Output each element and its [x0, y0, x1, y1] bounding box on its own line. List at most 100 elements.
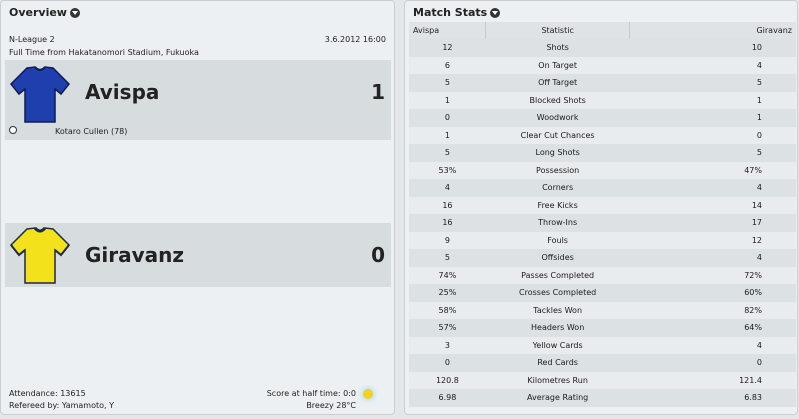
stat-away-value: 4 — [629, 179, 796, 197]
stat-name: Kilometres Run — [485, 371, 630, 389]
stat-name: Crosses Completed — [485, 284, 630, 302]
match-date: 3.6.2012 16:00 — [324, 35, 386, 44]
stat-away-value: 72% — [629, 266, 796, 284]
ball-icon — [9, 126, 17, 134]
stat-name: Off Target — [485, 74, 630, 92]
table-row: 1 Clear Cut Chances 0 — [409, 126, 796, 144]
stat-name: Throw-Ins — [485, 214, 630, 232]
table-row: 16 Free Kicks 14 — [409, 196, 796, 214]
stat-name: Average Rating — [485, 389, 630, 407]
table-row: 12 Shots 10 — [409, 39, 796, 57]
competition-label: N-League 2 — [9, 35, 55, 44]
stat-home-value: 16 — [409, 214, 486, 232]
stat-away-value: 4 — [629, 336, 796, 354]
stat-away-value: 6.83 — [629, 389, 796, 407]
stat-away-value: 17 — [629, 214, 796, 232]
stat-home-value: 25% — [409, 284, 486, 302]
stat-home-value: 6 — [409, 56, 486, 74]
column-header-statistic[interactable]: Statistic — [485, 22, 630, 39]
stat-away-value: 4 — [629, 249, 796, 267]
stat-away-value: 1 — [629, 91, 796, 109]
table-row: 58% Tackles Won 82% — [409, 301, 796, 319]
stat-home-value: 3 — [409, 336, 486, 354]
stat-name: Yellow Cards — [485, 336, 630, 354]
stat-home-value: 0 — [409, 109, 486, 127]
stat-away-value: 14 — [629, 196, 796, 214]
match-stats-table: Avispa Statistic Giravanz 12 Shots 10 6 On T… — [409, 22, 796, 407]
stat-name: Possession — [485, 161, 630, 179]
stat-name: Corners — [485, 179, 630, 197]
column-header-home[interactable]: Avispa — [409, 22, 487, 39]
table-row: 4 Corners 4 — [409, 179, 796, 197]
stat-name: Tackles Won — [485, 301, 630, 319]
overview-title: Overview — [9, 6, 67, 19]
stat-home-value: 1 — [409, 91, 486, 109]
stat-away-value: 0 — [629, 354, 796, 372]
stat-away-value: 121.4 — [629, 371, 796, 389]
table-row: 5 Offsides 4 — [409, 249, 796, 267]
stat-away-value: 47% — [629, 161, 796, 179]
table-row: 3 Yellow Cards 4 — [409, 336, 796, 354]
stat-away-value: 10 — [629, 39, 796, 57]
stat-home-value: 74% — [409, 266, 486, 284]
table-row: 53% Possession 47% — [409, 161, 796, 179]
stat-name: Shots — [485, 39, 630, 57]
stat-name: Free Kicks — [485, 196, 630, 214]
stat-name: Fouls — [485, 231, 630, 249]
overview-panel: Overview N-League 2 3.6.2012 16:00 Full … — [0, 0, 395, 415]
stat-home-value: 16 — [409, 196, 486, 214]
table-row: 6 On Target 4 — [409, 56, 796, 74]
away-team-score: 0 — [371, 243, 385, 267]
stat-home-value: 5 — [409, 249, 486, 267]
referee-label: Refereed by: Yamamoto, Y — [9, 401, 114, 410]
overview-header[interactable]: Overview — [9, 6, 80, 19]
away-team-name: Giravanz — [85, 243, 185, 267]
stat-away-value: 12 — [629, 231, 796, 249]
home-team-name: Avispa — [85, 80, 160, 104]
weather-label: Breezy 28°C — [306, 401, 356, 410]
away-shirt-icon — [9, 226, 71, 284]
stat-home-value: 1 — [409, 126, 486, 144]
stat-away-value: 60% — [629, 284, 796, 302]
chevron-down-icon[interactable] — [69, 7, 80, 18]
stats-body: 12 Shots 10 6 On Target 4 5 Off Target 5 1 Blocked… — [409, 39, 796, 407]
venue-label: Full Time from Hakatanomori Stadium, Fuk… — [9, 48, 199, 57]
stat-home-value: 5 — [409, 144, 486, 162]
stat-home-value: 0 — [409, 354, 486, 372]
stat-home-value: 4 — [409, 179, 486, 197]
sun-icon — [363, 389, 373, 399]
stat-name: On Target — [485, 56, 630, 74]
stat-name: Passes Completed — [485, 266, 630, 284]
chevron-down-icon[interactable] — [490, 7, 501, 18]
stat-name: Clear Cut Chances — [485, 126, 630, 144]
match-stats-title: Match Stats — [413, 6, 488, 19]
table-row: 1 Blocked Shots 1 — [409, 91, 796, 109]
stat-home-value: 57% — [409, 319, 486, 337]
stat-home-value: 6.98 — [409, 389, 486, 407]
stat-away-value: 5 — [629, 74, 796, 92]
stat-name: Red Cards — [485, 354, 630, 372]
stat-home-value: 12 — [409, 39, 486, 57]
table-row: 9 Fouls 12 — [409, 231, 796, 249]
stat-home-value: 58% — [409, 301, 486, 319]
stat-away-value: 5 — [629, 144, 796, 162]
table-row: 5 Long Shots 5 — [409, 144, 796, 162]
table-row: 120.8 Kilometres Run 121.4 — [409, 371, 796, 389]
table-row: 0 Woodwork 1 — [409, 109, 796, 127]
stat-home-value: 5 — [409, 74, 486, 92]
stat-name: Long Shots — [485, 144, 630, 162]
home-team-box: Avispa 1 Kotaro Cullen (78) — [5, 60, 391, 140]
match-stats-panel: Match Stats Avispa Statistic Giravanz 12… — [404, 0, 798, 415]
stat-away-value: 64% — [629, 319, 796, 337]
table-row: 6.98 Average Rating 6.83 — [409, 389, 796, 407]
match-stats-header[interactable]: Match Stats — [413, 6, 501, 19]
table-row: 74% Passes Completed 72% — [409, 266, 796, 284]
stat-away-value: 1 — [629, 109, 796, 127]
attendance-label: Attendance: 13615 — [9, 389, 86, 398]
stat-home-value: 120.8 — [409, 371, 486, 389]
table-row: 0 Red Cards 0 — [409, 354, 796, 372]
table-header-row: Avispa Statistic Giravanz — [409, 22, 796, 39]
home-shirt-icon — [9, 66, 71, 123]
column-header-away[interactable]: Giravanz — [629, 22, 796, 39]
stat-away-value: 4 — [629, 56, 796, 74]
